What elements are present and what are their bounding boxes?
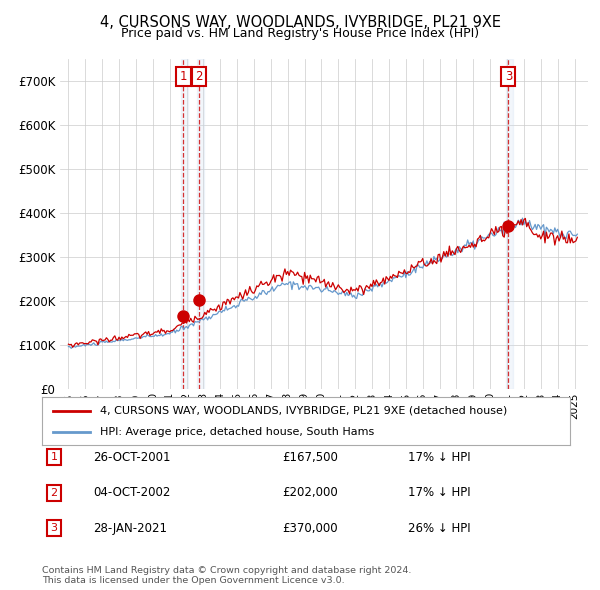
Text: 26-OCT-2001: 26-OCT-2001 xyxy=(93,451,170,464)
Text: £167,500: £167,500 xyxy=(282,451,338,464)
Text: 4, CURSONS WAY, WOODLANDS, IVYBRIDGE, PL21 9XE (detached house): 4, CURSONS WAY, WOODLANDS, IVYBRIDGE, PL… xyxy=(100,405,508,415)
Text: 17% ↓ HPI: 17% ↓ HPI xyxy=(408,486,470,499)
Text: Price paid vs. HM Land Registry's House Price Index (HPI): Price paid vs. HM Land Registry's House … xyxy=(121,27,479,40)
Text: £202,000: £202,000 xyxy=(282,486,338,499)
Text: 2: 2 xyxy=(50,488,58,497)
Text: 1: 1 xyxy=(50,453,58,462)
Text: 3: 3 xyxy=(505,70,512,83)
Text: 4, CURSONS WAY, WOODLANDS, IVYBRIDGE, PL21 9XE: 4, CURSONS WAY, WOODLANDS, IVYBRIDGE, PL… xyxy=(100,15,500,30)
Text: 3: 3 xyxy=(50,523,58,533)
Text: 04-OCT-2002: 04-OCT-2002 xyxy=(93,486,170,499)
Text: 2: 2 xyxy=(196,70,203,83)
Text: 26% ↓ HPI: 26% ↓ HPI xyxy=(408,522,470,535)
Text: HPI: Average price, detached house, South Hams: HPI: Average price, detached house, Sout… xyxy=(100,427,374,437)
Text: 1: 1 xyxy=(180,70,187,83)
Text: Contains HM Land Registry data © Crown copyright and database right 2024.
This d: Contains HM Land Registry data © Crown c… xyxy=(42,566,412,585)
Bar xyxy=(506,59,512,389)
Bar xyxy=(197,59,203,389)
Bar xyxy=(181,59,188,389)
Text: 17% ↓ HPI: 17% ↓ HPI xyxy=(408,451,470,464)
Text: £370,000: £370,000 xyxy=(282,522,338,535)
Text: 28-JAN-2021: 28-JAN-2021 xyxy=(93,522,167,535)
